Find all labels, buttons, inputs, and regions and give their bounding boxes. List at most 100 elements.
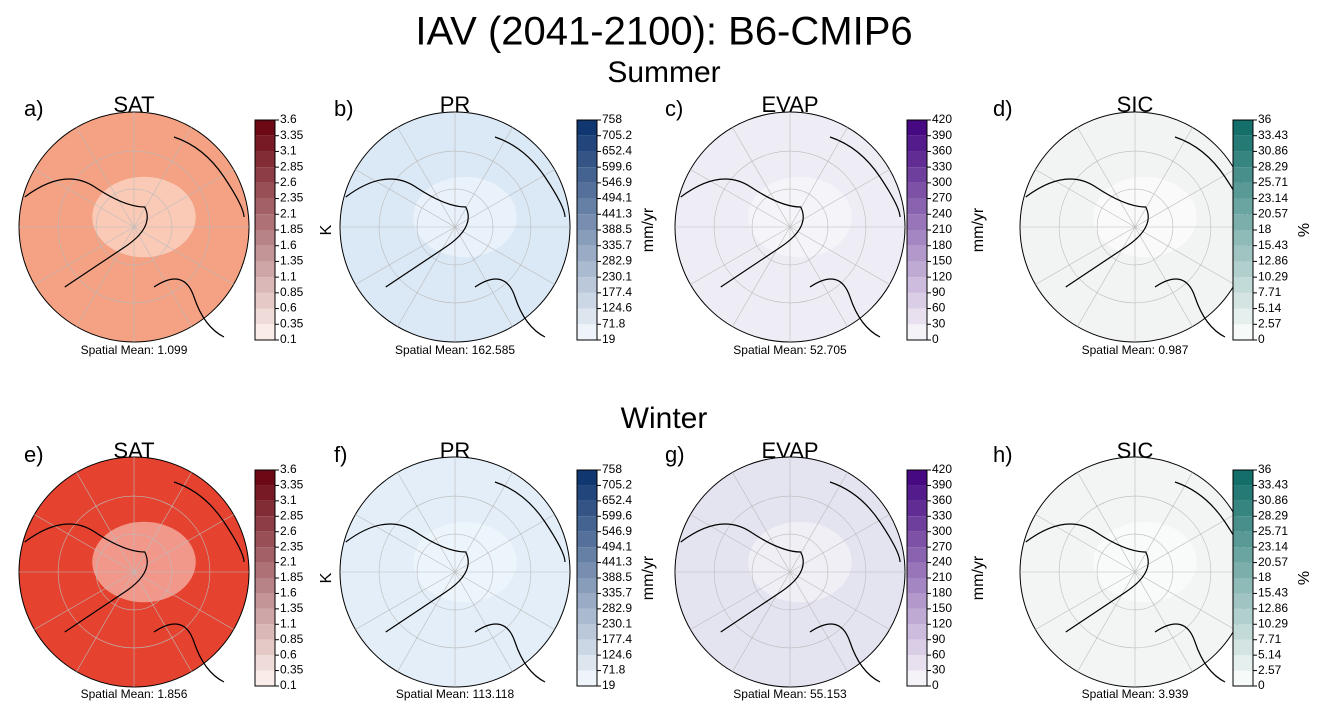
colorbar-tick-label: 758 xyxy=(602,462,622,476)
colorbar-segment xyxy=(907,135,927,152)
colorbar-segment xyxy=(907,324,927,340)
colorbar-segment xyxy=(255,277,275,293)
colorbar-segment xyxy=(255,230,275,246)
colorbar-tick-label: 177.4 xyxy=(602,632,632,646)
map-pattern xyxy=(1093,176,1197,258)
colorbar-tick-label: 1.85 xyxy=(280,222,304,236)
colorbar-segment xyxy=(255,639,275,656)
meridian-line xyxy=(690,514,890,630)
colorbar-tick-label: 0.1 xyxy=(280,678,297,692)
colorbar-tick-label: 0.6 xyxy=(280,647,297,661)
colorbar-tick-label: 7.71 xyxy=(1258,285,1282,299)
colorbar-tick-label: 420 xyxy=(932,112,952,126)
colorbar-tick-label: 18 xyxy=(1258,570,1272,584)
colorbar-tick-label: 3.1 xyxy=(280,144,297,158)
colorbar-tick-label: 599.6 xyxy=(602,508,632,522)
panel-label: a) xyxy=(24,96,44,121)
colorbar-segment xyxy=(577,639,597,656)
colorbar-segment xyxy=(577,485,597,501)
panel-label: d) xyxy=(993,96,1013,121)
colorbar-segment xyxy=(577,135,597,152)
colorbar-tick-label: 71.8 xyxy=(602,316,626,330)
meridian-line xyxy=(355,514,555,630)
colorbar-unit: mm/yr xyxy=(970,555,987,600)
colorbar-tick-label: 2.85 xyxy=(280,159,304,173)
colorbar-tick-label: 20.57 xyxy=(1258,555,1288,569)
colorbar-tick-label: 546.9 xyxy=(602,524,632,538)
colorbar-tick-label: 388.5 xyxy=(602,570,632,584)
panel-label: b) xyxy=(334,96,354,121)
polar-map xyxy=(674,111,906,343)
colorbar-segment xyxy=(907,182,927,199)
colorbar-tick-label: 360 xyxy=(932,493,952,507)
colorbar-segment xyxy=(1233,245,1253,262)
spatial-mean: Spatial Mean: 162.585 xyxy=(395,343,515,357)
colorbar-tick-label: 1.85 xyxy=(280,570,304,584)
colorbar-tick-label: 23.14 xyxy=(1258,539,1288,553)
colorbar-segment xyxy=(907,198,927,215)
colorbar-tick-label: 180 xyxy=(932,238,952,252)
meridian-line xyxy=(690,169,890,285)
colorbar-segment xyxy=(907,624,927,640)
colorbar-segment xyxy=(577,151,597,168)
colorbar-tick-label: 441.3 xyxy=(602,206,632,220)
colorbar-tick-label: 240 xyxy=(932,555,952,569)
spatial-mean: Spatial Mean: 1.099 xyxy=(81,343,188,357)
colorbar-segment xyxy=(1233,593,1253,609)
colorbar-tick-label: 1.6 xyxy=(280,238,297,252)
colorbar-segment xyxy=(1233,292,1253,309)
colorbar-segment xyxy=(1233,261,1253,278)
colorbar-tick-label: 0.1 xyxy=(280,332,297,346)
colorbar-tick-label: 335.7 xyxy=(602,238,632,252)
colorbar-segment xyxy=(255,655,275,671)
colorbar-segment xyxy=(255,167,275,183)
coastline xyxy=(680,481,901,683)
colorbar-tick-label: 120 xyxy=(932,616,952,630)
colorbar-segment xyxy=(255,182,275,199)
colorbar-tick-label: 30 xyxy=(932,663,946,677)
colorbar-unit: K xyxy=(318,224,335,235)
colorbar-segment xyxy=(255,324,275,340)
colorbar-tick-label: 2.57 xyxy=(1258,663,1282,677)
spatial-mean: Spatial Mean: 113.118 xyxy=(396,687,515,701)
colorbar-segment xyxy=(1233,639,1253,656)
colorbar-tick-label: 2.6 xyxy=(280,524,297,538)
colorbar-tick-label: 30.86 xyxy=(1258,144,1288,158)
colorbar-segment xyxy=(255,308,275,325)
colorbar-tick-label: 19 xyxy=(602,332,616,346)
colorbar-segment xyxy=(1233,670,1253,686)
colorbar-segment xyxy=(1233,182,1253,199)
colorbar-tick-label: 36 xyxy=(1258,462,1272,476)
colorbar-tick-label: 0.35 xyxy=(280,316,304,330)
colorbar-tick-label: 2.1 xyxy=(280,206,297,220)
meridian-line xyxy=(34,514,234,630)
colorbar-segment xyxy=(907,547,927,563)
colorbar-tick-label: 705.2 xyxy=(602,128,632,142)
colorbar-unit: % xyxy=(1296,571,1313,585)
colorbar-segment xyxy=(577,624,597,640)
spatial-mean: Spatial Mean: 55.153 xyxy=(733,687,847,701)
colorbar-tick-label: 28.29 xyxy=(1258,508,1288,522)
colorbar-segment xyxy=(255,608,275,625)
colorbar-tick-label: 18 xyxy=(1258,222,1272,236)
colorbar-tick-label: 282.9 xyxy=(602,254,632,268)
colorbar-tick-label: 19 xyxy=(602,678,616,692)
colorbar-segment xyxy=(1233,500,1253,517)
colorbar-tick-label: 1.6 xyxy=(280,586,297,600)
colorbar-segment xyxy=(907,120,927,136)
colorbar-segment xyxy=(577,182,597,199)
colorbar-segment xyxy=(255,292,275,309)
colorbar-tick-label: 180 xyxy=(932,586,952,600)
colorbar-segment xyxy=(907,593,927,609)
colorbar-segment xyxy=(1233,470,1253,486)
colorbar-tick-label: 210 xyxy=(932,222,952,236)
colorbar-segment xyxy=(1233,198,1253,215)
colorbar-segment xyxy=(577,531,597,548)
colorbar-tick-label: 390 xyxy=(932,128,952,142)
colorbar-segment xyxy=(907,214,927,230)
colorbar-tick-label: 240 xyxy=(932,206,952,220)
colorbar-segment xyxy=(1233,135,1253,152)
colorbar-tick-label: 90 xyxy=(932,632,946,646)
colorbar-segment xyxy=(907,655,927,671)
